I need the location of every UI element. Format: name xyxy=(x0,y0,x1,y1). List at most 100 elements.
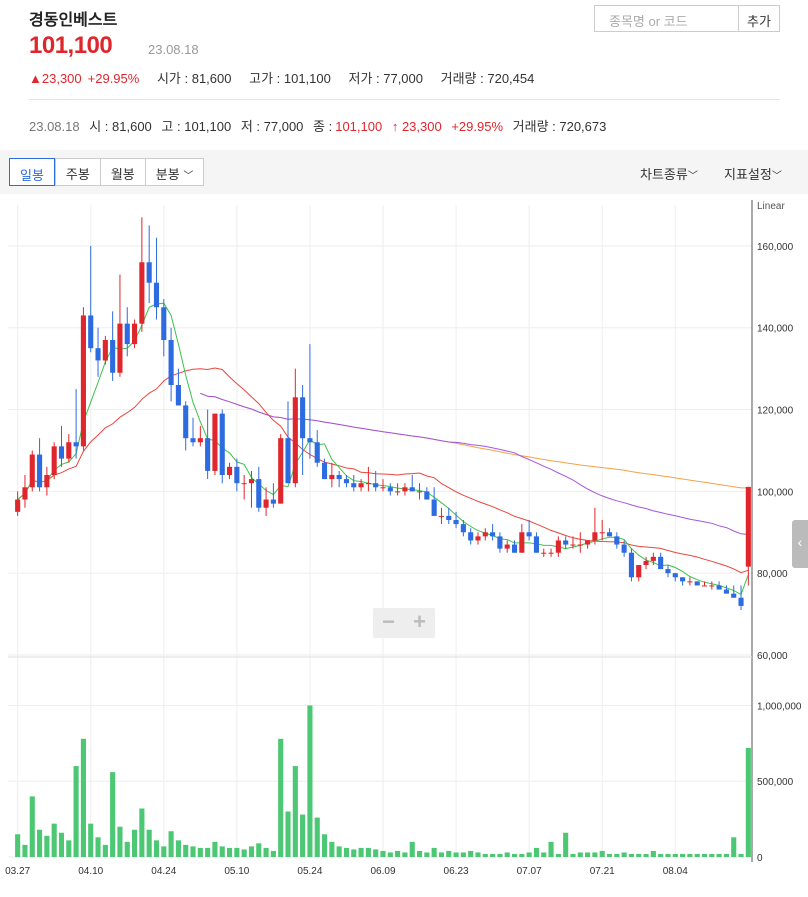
volume-bar xyxy=(585,852,591,857)
volume-bar xyxy=(197,847,203,857)
detail-close: 101,100 xyxy=(335,119,383,134)
candle-body xyxy=(175,385,181,406)
volume-bar xyxy=(234,847,240,857)
chevron-down-icon: ﹀ xyxy=(183,171,194,182)
candle-body xyxy=(665,569,671,574)
volume-bar xyxy=(29,796,35,857)
volume-bar xyxy=(636,853,642,857)
quote-stats: ▲23,300 +29.95% 시가 : 81,600 고가 : 101,100 … xyxy=(29,68,548,87)
volume-bar xyxy=(300,814,306,857)
volume-bar xyxy=(424,852,430,857)
volume-bar xyxy=(321,834,328,857)
candle-body xyxy=(409,487,415,492)
candle-body xyxy=(446,515,452,520)
candle-body xyxy=(146,262,152,283)
candle-body xyxy=(80,315,86,447)
candle-body xyxy=(438,515,445,517)
volume-bar xyxy=(709,853,715,857)
add-button[interactable]: 추가 xyxy=(738,5,780,32)
candle-body xyxy=(504,544,510,549)
zoom-out-button[interactable]: − xyxy=(382,609,395,634)
x-tick-label: 05.24 xyxy=(297,866,322,877)
candle-body xyxy=(29,454,35,488)
candle-body xyxy=(110,340,116,373)
chevron-left-icon: ‹ xyxy=(797,534,803,550)
candle-body xyxy=(307,438,313,443)
volume-bar xyxy=(694,853,700,857)
volume-bar xyxy=(453,852,459,857)
volume-bar xyxy=(37,829,43,857)
tab-daily[interactable]: 일봉 xyxy=(9,158,55,186)
chart-type-menu[interactable]: 차트종류﹀ xyxy=(640,167,698,182)
volume-bar xyxy=(292,766,298,857)
volume-bar xyxy=(314,817,320,857)
x-tick-label: 06.23 xyxy=(444,866,469,877)
candle-body xyxy=(672,573,678,578)
candle-body xyxy=(300,397,306,439)
volume-bar xyxy=(731,837,737,857)
divider xyxy=(29,99,780,100)
candle-body xyxy=(745,486,751,567)
x-tick-label: 04.10 xyxy=(78,866,103,877)
detail-volume: 거래량 : 720,673 xyxy=(512,119,607,134)
candle-body xyxy=(643,560,649,565)
candle-body xyxy=(73,442,79,447)
zoom-in-button[interactable]: + xyxy=(413,609,426,634)
candle-body xyxy=(117,323,123,373)
volume-bar xyxy=(745,747,751,857)
tab-monthly[interactable]: 월봉 xyxy=(99,159,145,185)
candle-body xyxy=(482,532,488,537)
candle-body xyxy=(278,438,284,504)
zoom-controls: − + xyxy=(373,608,435,638)
volume-bar xyxy=(190,846,196,857)
chart-toolbar: 일봉 주봉 월봉 분봉 ﹀ 차트종류﹀ 지표설정﹀ xyxy=(0,150,808,194)
candle-body xyxy=(650,556,656,561)
volume-bar xyxy=(51,823,57,857)
candle-body xyxy=(51,446,57,475)
chart-area[interactable]: 03.27 04.10 04.24 05.10 05.24 06.09 06.23 07.07… xyxy=(0,194,808,892)
indicator-menu[interactable]: 지표설정﹀ xyxy=(724,167,782,182)
tab-weekly[interactable]: 주봉 xyxy=(54,159,100,185)
quote-date: 23.08.18 xyxy=(148,42,199,57)
volume-tick-label: 500,000 xyxy=(757,777,794,788)
volume-bar xyxy=(358,847,364,857)
volume-bar xyxy=(66,840,72,857)
candle-body xyxy=(212,413,218,471)
candle-body xyxy=(592,532,598,541)
candle-body xyxy=(314,442,320,463)
volume-bar xyxy=(15,834,21,857)
candle-body xyxy=(511,544,518,553)
candle-body xyxy=(526,532,532,537)
volume-bar xyxy=(658,853,664,857)
candle-body xyxy=(416,491,423,493)
candle-body xyxy=(709,585,715,587)
volume-bar xyxy=(687,853,693,857)
price-tick-label: 60,000 xyxy=(757,651,788,662)
candle-body xyxy=(351,483,357,488)
volume-bar xyxy=(716,853,722,857)
detail-change-pct: +29.95% xyxy=(451,119,504,134)
volume-bar xyxy=(110,772,116,857)
candle-body xyxy=(66,442,72,459)
candle-body xyxy=(548,552,554,554)
candle-body xyxy=(292,397,298,484)
candle-body xyxy=(570,544,576,546)
candle-body xyxy=(490,532,496,537)
volume-bar xyxy=(416,850,423,857)
candle-body xyxy=(197,438,203,443)
detail-high: 고 : 101,100 xyxy=(161,119,232,134)
candle-body xyxy=(387,487,393,492)
volume-bar xyxy=(438,852,445,857)
side-panel-toggle[interactable]: ‹ xyxy=(792,520,808,568)
price-chart[interactable]: 03.27 04.10 04.24 05.10 05.24 06.09 06.23 07.07… xyxy=(0,194,808,892)
volume-bar xyxy=(511,853,518,857)
volume-bar xyxy=(380,850,386,857)
volume-bar xyxy=(88,823,94,857)
search-input[interactable]: 종목명 or 코드 xyxy=(594,5,739,32)
tab-minute[interactable]: 분봉 ﹀ xyxy=(144,159,204,185)
candle-body xyxy=(731,593,737,598)
candle-body xyxy=(738,597,744,606)
volume-bar xyxy=(577,852,583,857)
candle-body xyxy=(680,577,686,582)
candle-body xyxy=(431,499,437,516)
